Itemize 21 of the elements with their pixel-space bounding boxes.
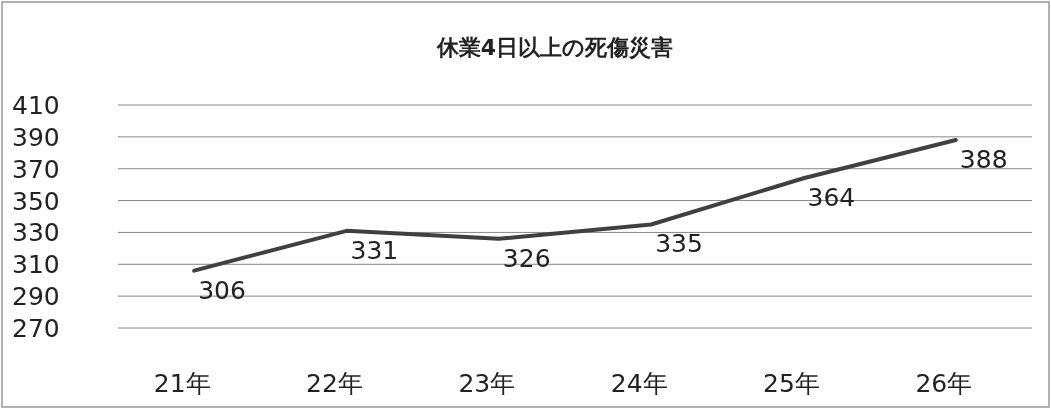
xtick: 25年 <box>763 369 820 398</box>
ytick: 410 <box>12 91 60 120</box>
ytick: 310 <box>12 250 60 280</box>
xtick: 21年 <box>153 369 211 398</box>
ytick: 350 <box>12 186 60 216</box>
data-label: 364 <box>807 183 856 213</box>
data-label: 331 <box>350 235 399 265</box>
xtick: 26年 <box>915 369 973 398</box>
ytick: 370 <box>12 154 60 184</box>
xtick: 23年 <box>458 369 516 398</box>
ytick: 270 <box>12 314 60 343</box>
data-label: 306 <box>198 275 246 305</box>
data-label: 335 <box>655 229 703 259</box>
xtick: 22年 <box>306 369 363 398</box>
ytick: 290 <box>12 282 60 312</box>
data-label: 388 <box>959 145 1008 175</box>
ytick: 330 <box>12 218 60 248</box>
xtick: 24年 <box>610 369 668 398</box>
data-label: 326 <box>502 243 551 273</box>
title: 休業4日以上の死傷災害 <box>436 35 674 60</box>
ytick: 390 <box>12 122 60 152</box>
